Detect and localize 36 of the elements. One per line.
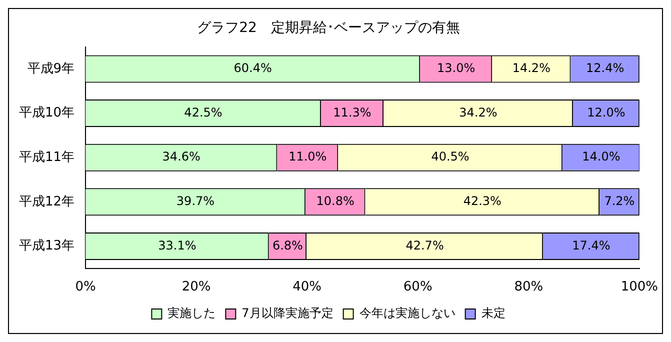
legend-label: 7月以降実施予定 [242,306,334,320]
data-label: 34.6% [162,150,200,164]
x-tick-label: 20% [182,280,211,295]
data-label: 42.7% [406,238,444,252]
data-label: 7.2% [604,194,635,208]
y-tick-label: 平成9年 [27,61,75,76]
data-label: 10.8% [316,194,354,208]
y-tick-label: 平成12年 [18,194,75,210]
legend-label: 今年は実施しない [359,306,456,320]
data-label: 34.2% [459,105,498,120]
y-tick-label: 平成10年 [18,106,75,121]
data-label: 40.5% [431,150,470,164]
legend-label: 実施した [168,306,216,320]
data-label: 12.0% [587,105,626,120]
data-label: 6.8% [272,238,303,252]
x-tick-label: 80% [514,280,544,295]
data-label: 39.7% [176,194,215,208]
data-label: 33.1% [158,238,196,252]
legend-label: 未定 [481,306,506,320]
chart-title: グラフ22 定期昇給･ベースアップの有無 [197,20,460,36]
data-label: 14.2% [512,61,550,76]
data-label: 42.5% [184,105,222,120]
x-tick-label: 60% [403,280,432,295]
data-label: 11.3% [333,105,372,120]
data-label: 60.4% [234,61,272,76]
y-tick-label: 平成11年 [18,150,75,165]
x-tick-label: 0% [75,280,96,295]
x-tick-label: 40% [292,280,322,295]
y-tick-label: 平成13年 [18,238,75,254]
data-label: 13.0% [437,61,476,76]
x-tick-label: 100% [620,280,658,295]
data-label: 12.4% [586,61,624,76]
data-label: 17.4% [572,238,610,252]
data-label: 42.3% [463,194,502,208]
data-label: 11.0% [288,150,327,164]
data-label: 14.0% [582,150,620,164]
